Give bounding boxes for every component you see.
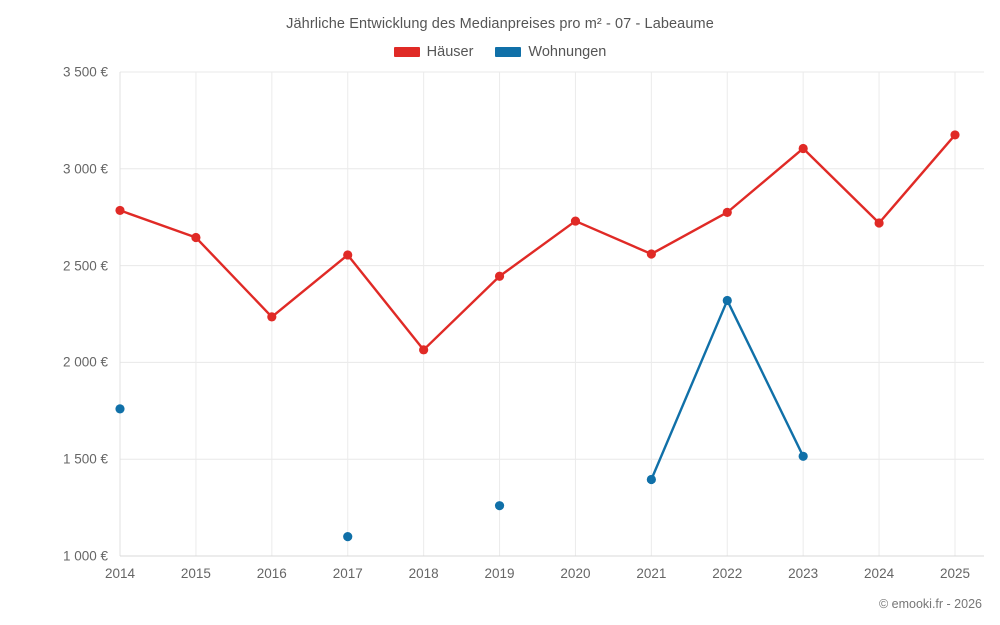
legend-swatch-hauser [393,47,420,57]
series-häuser [115,130,960,355]
x-axis-tick-label: 2020 [560,566,591,581]
x-axis-tick-label: 2025 [939,566,971,581]
chart-legend: Häuser Wohnungen [0,44,1000,60]
data-point[interactable] [419,345,429,355]
data-point[interactable] [722,207,732,217]
data-point[interactable] [494,501,505,511]
series-line [118,133,957,352]
y-axis-tick-label: 2 500 € [62,258,108,274]
series-wohnungen [115,295,808,542]
y-axis-tick-label: 2 000 € [62,354,108,370]
data-point[interactable] [950,130,960,140]
legend-item-wohnungen[interactable]: Wohnungen [495,44,606,60]
y-axis-tick-label: 3 500 € [62,64,108,80]
legend-swatch-wohnungen [495,47,522,57]
data-point[interactable] [798,451,808,461]
legend-label-hauser: Häuser [426,44,474,60]
y-axis-tick-label: 1 500 € [62,451,108,467]
data-point[interactable] [343,250,353,260]
data-point[interactable] [267,312,277,322]
data-point[interactable] [570,216,581,226]
chart-title: Jährliche Entwicklung des Medianpreises … [286,16,714,32]
x-axis-tick-label: 2023 [788,566,819,581]
x-axis-tick-label: 2021 [636,566,667,581]
data-point[interactable] [646,249,656,259]
grid-lines [119,71,984,557]
data-point[interactable] [798,143,808,154]
data-point[interactable] [646,474,656,485]
data-point[interactable] [874,218,884,228]
y-axis-tick-label: 1 000 € [62,548,108,564]
x-axis-tick-label: 2015 [180,566,211,581]
x-axis-tick-label: 2017 [332,566,363,581]
x-axis-tick-label: 2019 [484,566,515,581]
legend-label-wohnungen: Wohnungen [528,44,607,60]
x-axis-tick-label: 2022 [712,566,743,581]
data-point[interactable] [722,295,732,306]
data-point[interactable] [115,404,125,414]
x-axis-tick-label: 2016 [256,566,287,581]
x-axis-tick-label: 2018 [408,566,439,581]
data-point[interactable] [343,532,353,542]
x-axis-tick-label: 2014 [104,566,136,581]
data-point[interactable] [115,205,125,216]
x-axis-tick-label: 2024 [864,566,895,581]
data-point[interactable] [191,232,201,243]
legend-item-hauser[interactable]: Häuser [393,44,474,60]
data-point[interactable] [494,271,505,281]
credit-text: © emooki.fr - 2026 [878,597,982,611]
y-axis-tick-label: 3 000 € [62,161,108,177]
